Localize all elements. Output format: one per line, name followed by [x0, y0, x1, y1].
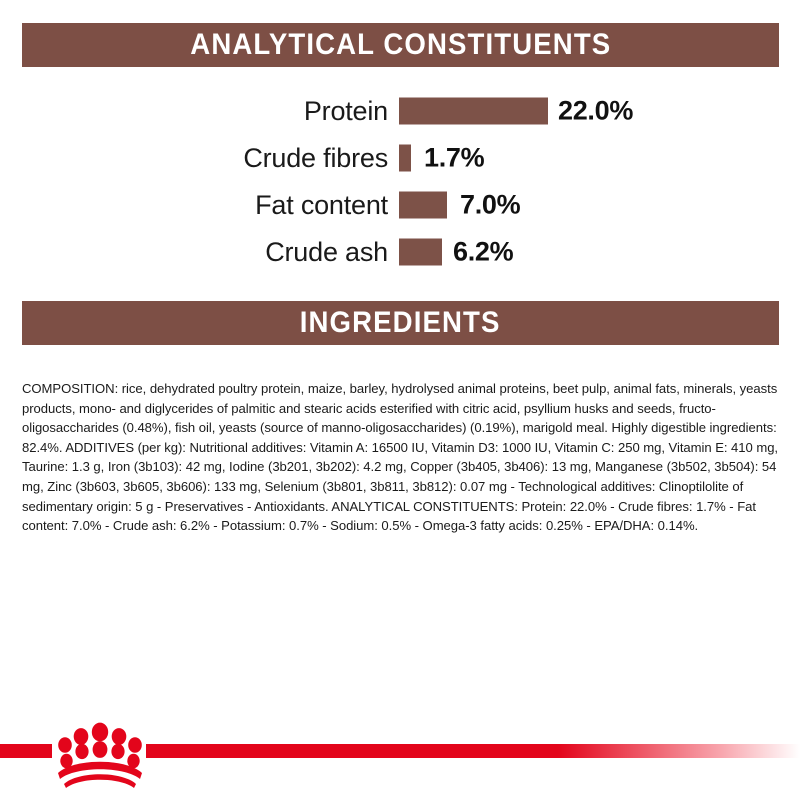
bar-fill [399, 191, 447, 219]
ingredients-composition-text: COMPOSITION: rice, dehydrated poultry pr… [22, 381, 779, 534]
chart-row: Crude fibres 1.7% [0, 135, 800, 181]
bar-value-label: 6.2% [453, 236, 514, 267]
bar-category-label: Crude ash [265, 236, 388, 267]
bar-value-label: 7.0% [460, 189, 521, 220]
chart-row: Crude ash 6.2% [0, 229, 800, 275]
bar-track: 22.0% [388, 88, 800, 134]
brand-band-right-segment [146, 744, 800, 758]
bar-category-label: Protein [303, 95, 388, 126]
ingredients-title: INGREDIENTS [300, 306, 501, 339]
bar-value-label: 22.0% [558, 95, 634, 126]
bar-fill [399, 238, 442, 266]
royal-canin-crown-icon [58, 722, 142, 788]
analytical-constituents-header: ANALYTICAL CONSTITUENTS [22, 23, 779, 67]
bar-fill [399, 144, 411, 172]
bar-fill [399, 97, 548, 125]
bar-category-label: Crude fibres [243, 142, 388, 173]
bar-track: 6.2% [388, 229, 800, 275]
chart-row: Fat content 7.0% [0, 182, 800, 228]
chart-row: Protein 22.0% [0, 88, 800, 134]
analytical-constituents-title: ANALYTICAL CONSTITUENTS [189, 28, 612, 61]
analytical-constituents-chart: Protein 22.0% Crude fibres 1.7% Fat cont… [0, 88, 800, 278]
ingredients-header: INGREDIENTS [22, 301, 779, 345]
brand-band-left-segment [0, 744, 52, 758]
bar-track: 1.7% [388, 135, 800, 181]
brand-band [0, 744, 800, 758]
bar-category-label: Fat content [255, 189, 388, 220]
bar-track: 7.0% [388, 182, 800, 228]
bar-value-label: 1.7% [424, 142, 485, 173]
